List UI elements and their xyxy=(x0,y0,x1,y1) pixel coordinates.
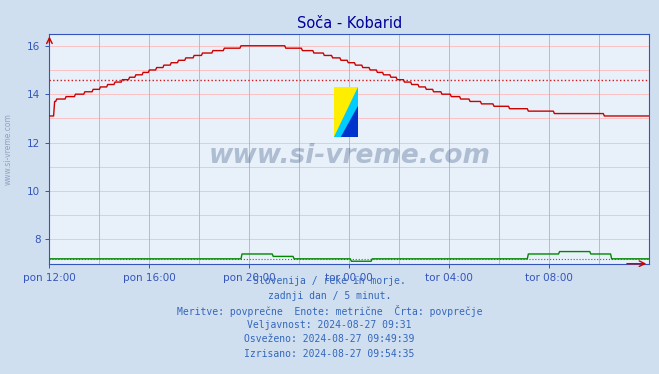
Text: Osveženo: 2024-08-27 09:49:39: Osveženo: 2024-08-27 09:49:39 xyxy=(244,334,415,344)
Text: www.si-vreme.com: www.si-vreme.com xyxy=(4,113,13,185)
Text: Meritve: povprečne  Enote: metrične  Črta: povprečje: Meritve: povprečne Enote: metrične Črta:… xyxy=(177,305,482,317)
Title: Soča - Kobarid: Soča - Kobarid xyxy=(297,16,402,31)
Text: zadnji dan / 5 minut.: zadnji dan / 5 minut. xyxy=(268,291,391,301)
Text: Izrisano: 2024-08-27 09:54:35: Izrisano: 2024-08-27 09:54:35 xyxy=(244,349,415,359)
Text: www.si-vreme.com: www.si-vreme.com xyxy=(208,142,490,169)
Text: Slovenija / reke in morje.: Slovenija / reke in morje. xyxy=(253,276,406,286)
Text: Veljavnost: 2024-08-27 09:31: Veljavnost: 2024-08-27 09:31 xyxy=(247,320,412,330)
